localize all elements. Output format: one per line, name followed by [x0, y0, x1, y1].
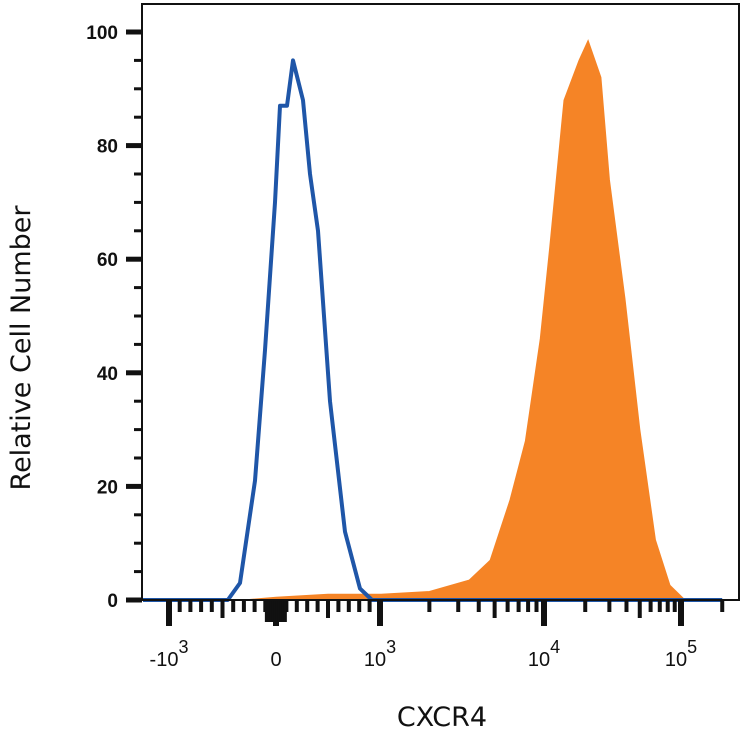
- x-tick-label: -103: [150, 637, 189, 671]
- series-outline-histogram: [143, 58, 723, 602]
- x-tick-label: 105: [665, 637, 697, 671]
- y-tick-label: 40: [97, 364, 118, 385]
- y-tick-label: 100: [86, 23, 118, 44]
- x-tick-label: 104: [528, 637, 560, 671]
- x-axis-label: CXCR4: [397, 702, 487, 733]
- y-tick-label: 60: [97, 250, 118, 271]
- y-tick-label: 20: [97, 477, 118, 498]
- y-tick-label: 80: [97, 137, 118, 158]
- plot-frame: [141, 3, 740, 601]
- y-tick-label: 0: [107, 591, 118, 612]
- x-tick-label: 0: [270, 649, 281, 671]
- x-tick-label: 103: [364, 637, 396, 671]
- series-filled-histogram: [243, 39, 686, 601]
- y-axis-label: Relative Cell Number: [6, 205, 37, 491]
